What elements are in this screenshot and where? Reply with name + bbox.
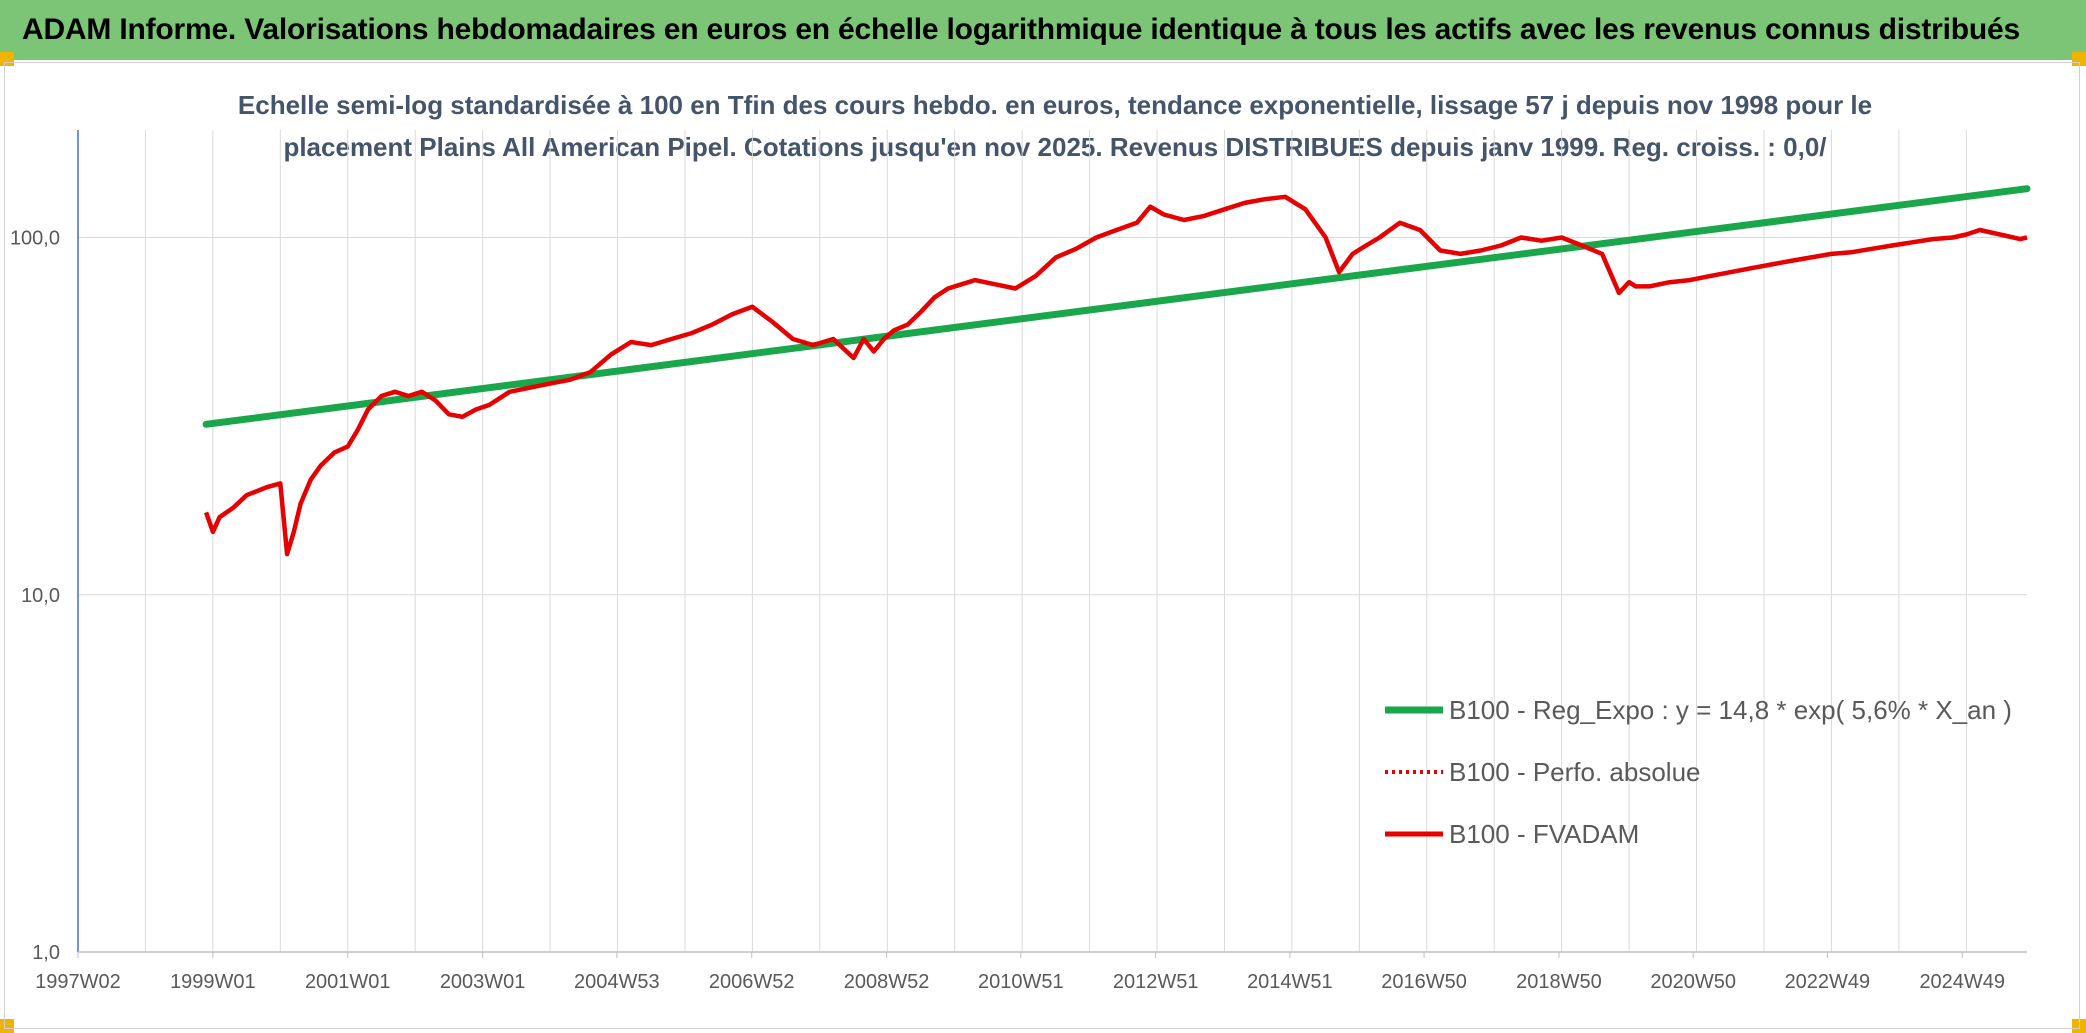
x-tick-label: 2022W49 bbox=[1785, 971, 1871, 993]
x-tick-label: 2006W52 bbox=[709, 971, 795, 993]
corner-marker-bottom-left bbox=[0, 1019, 14, 1033]
x-tick-label: 2001W01 bbox=[305, 971, 391, 993]
chart-title-line-2: placement Plains All American Pipel. Cot… bbox=[283, 132, 1827, 162]
x-tick-label: 2020W50 bbox=[1650, 971, 1736, 993]
chart-frame bbox=[4, 62, 2080, 1029]
x-tick-label: 1999W01 bbox=[170, 971, 256, 993]
x-tick-label: 1997W02 bbox=[35, 971, 121, 993]
y-tick-label: 100,0 bbox=[10, 228, 60, 250]
chart-title-line-1: Echelle semi-log standardisée à 100 en T… bbox=[237, 90, 1873, 120]
x-tick-label: 2018W50 bbox=[1516, 971, 1602, 993]
y-tick-label: 10,0 bbox=[21, 585, 60, 607]
series-line-regression bbox=[202, 185, 2031, 428]
x-tick-label: 2003W01 bbox=[440, 971, 526, 993]
x-tick-label: 2010W51 bbox=[978, 971, 1064, 993]
x-tick-label: 2004W53 bbox=[574, 971, 660, 993]
x-tick-label: 2016W50 bbox=[1381, 971, 1467, 993]
x-tick-label: 2024W49 bbox=[1919, 971, 2005, 993]
legend-label: B100 - Reg_Expo : y = 14,8 * exp( 5,6% *… bbox=[1449, 695, 2012, 725]
report-banner: ADAM Informe. Valorisations hebdomadaire… bbox=[0, 0, 2086, 60]
x-tick-label: 2014W51 bbox=[1247, 971, 1333, 993]
series-line-fvadam bbox=[203, 194, 2028, 557]
x-tick-label: 2008W52 bbox=[844, 971, 930, 993]
legend-label: B100 - FVADAM bbox=[1449, 819, 1639, 849]
x-tick-label: 2012W51 bbox=[1113, 971, 1199, 993]
report-title: ADAM Informe. Valorisations hebdomadaire… bbox=[22, 13, 2020, 46]
legend-label: B100 - Perfo. absolue bbox=[1449, 757, 1701, 787]
y-tick-label: 1,0 bbox=[32, 942, 60, 964]
